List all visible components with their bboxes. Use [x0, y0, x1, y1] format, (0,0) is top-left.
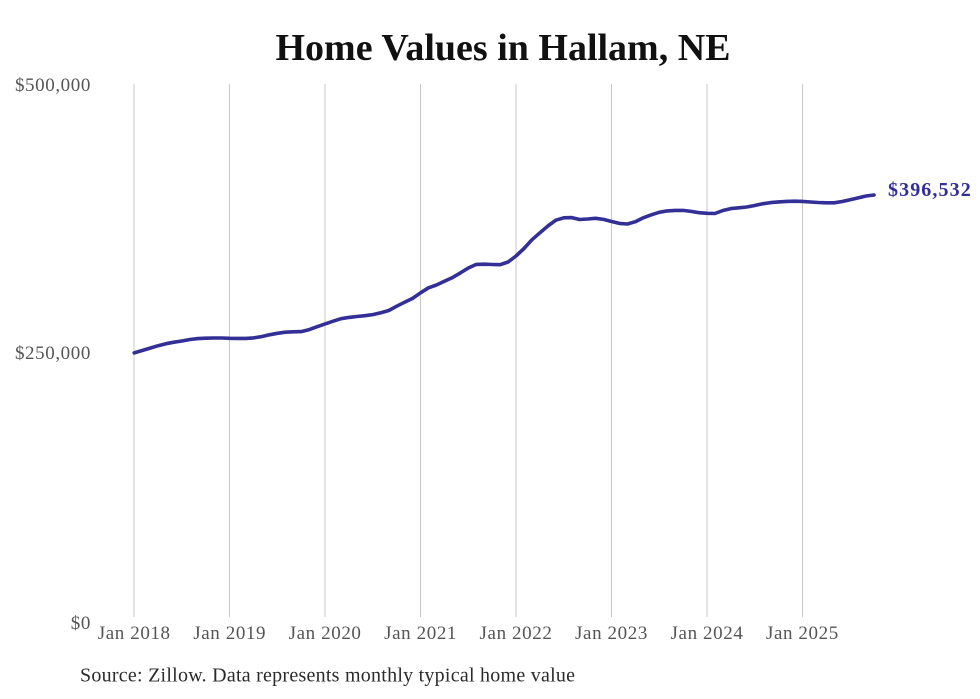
svg-text:Jan 2021: Jan 2021 — [384, 623, 457, 644]
svg-text:Jan 2023: Jan 2023 — [575, 623, 648, 644]
svg-text:Jan 2020: Jan 2020 — [289, 623, 362, 644]
svg-text:Jan 2018: Jan 2018 — [98, 623, 171, 644]
svg-text:$250,000: $250,000 — [15, 343, 91, 364]
svg-text:Jan 2025: Jan 2025 — [766, 623, 839, 644]
svg-text:Jan 2024: Jan 2024 — [671, 623, 744, 644]
svg-text:$396,532: $396,532 — [888, 179, 972, 201]
svg-text:$0: $0 — [71, 613, 91, 634]
svg-text:Home Values in Hallam, NE: Home Values in Hallam, NE — [276, 27, 731, 69]
svg-text:Jan 2022: Jan 2022 — [480, 623, 553, 644]
svg-text:Jan 2019: Jan 2019 — [193, 623, 266, 644]
svg-text:Source: Zillow. Data represent: Source: Zillow. Data represents monthly … — [80, 665, 575, 687]
svg-text:$500,000: $500,000 — [15, 75, 91, 96]
